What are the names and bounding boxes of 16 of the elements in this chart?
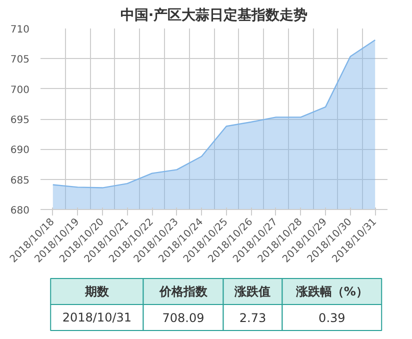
y-tick-label: 690 xyxy=(10,145,30,156)
text: 0.39 xyxy=(318,311,346,325)
text: 2.73 xyxy=(239,311,266,325)
y-tick-label: 710 xyxy=(10,24,30,36)
y-tick-label: 705 xyxy=(10,54,30,66)
y-tick-label: 685 xyxy=(10,175,30,186)
text: 涨跌幅（%） xyxy=(294,284,368,298)
text: 涨跌值 xyxy=(234,284,271,298)
text: 2018/10/31 xyxy=(62,310,132,324)
chart-title: 中国·产区大蒜日定基指数走势 xyxy=(120,6,308,24)
y-tick-label: 695 xyxy=(10,115,30,126)
text: 708.09 xyxy=(162,311,204,325)
y-tick-label: 680 xyxy=(10,206,30,216)
y-tick-label: 700 xyxy=(10,84,30,96)
text: 价格指数 xyxy=(158,284,208,298)
text: 期数 xyxy=(84,284,110,298)
